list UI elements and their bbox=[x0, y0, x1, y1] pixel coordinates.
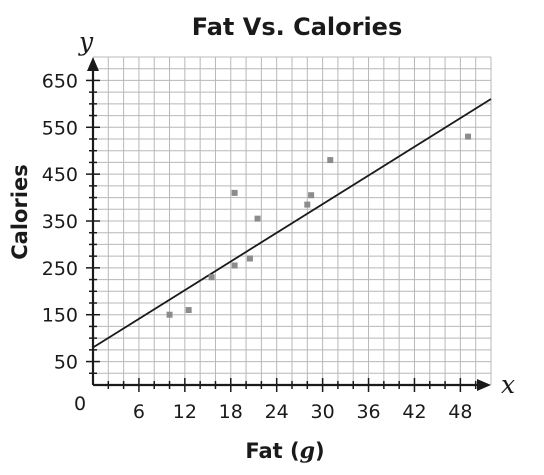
trend-line-group bbox=[92, 98, 492, 349]
data-point bbox=[308, 192, 315, 199]
x-tick-label: 6 bbox=[133, 401, 145, 423]
y-tick-label: 250 bbox=[42, 258, 78, 280]
grid bbox=[93, 56, 492, 385]
x-tick-label: 24 bbox=[265, 401, 289, 423]
x-axis-label: Fat (g) bbox=[245, 438, 324, 464]
data-point bbox=[208, 274, 215, 281]
x-tick-label: 30 bbox=[311, 401, 335, 423]
data-point bbox=[304, 201, 311, 208]
x-axis-letter: x bbox=[501, 370, 515, 399]
data-point bbox=[246, 255, 253, 262]
y-axis-letter: y bbox=[78, 27, 94, 56]
data-point bbox=[327, 157, 334, 164]
y-axis-arrow bbox=[87, 57, 99, 71]
trend-line bbox=[92, 98, 492, 349]
data-point bbox=[231, 189, 238, 196]
y-tick-labels: 50 150 250 350 450 550 650 bbox=[42, 70, 78, 373]
x-tick-label: 48 bbox=[448, 401, 472, 423]
y-tick-label: 150 bbox=[42, 305, 78, 327]
x-axis-unit: g bbox=[300, 438, 315, 464]
y-tick-label: 350 bbox=[42, 211, 78, 233]
x-tick-label: 42 bbox=[402, 401, 426, 423]
x-tick-label: 36 bbox=[356, 401, 380, 423]
x-axis-label-text: Fat bbox=[245, 439, 282, 463]
y-tick-label: 50 bbox=[54, 352, 78, 374]
data-point bbox=[465, 133, 472, 140]
axes bbox=[86, 57, 491, 392]
x-tick-labels: 6 12 18 24 30 36 42 48 bbox=[133, 401, 473, 423]
origin-label: 0 bbox=[74, 393, 86, 415]
y-tick-label: 450 bbox=[42, 164, 78, 186]
data-point bbox=[254, 215, 261, 222]
x-axis-arrow bbox=[477, 379, 491, 391]
x-tick-label: 12 bbox=[173, 401, 197, 423]
chart-title: Fat Vs. Calories bbox=[192, 13, 403, 41]
data-point bbox=[231, 262, 238, 269]
y-axis-label: Calories bbox=[8, 164, 32, 260]
y-tick-label: 650 bbox=[42, 70, 78, 92]
data-point bbox=[166, 311, 173, 318]
data-points bbox=[166, 133, 472, 318]
data-point bbox=[185, 307, 192, 314]
x-tick-label: 18 bbox=[219, 401, 243, 423]
y-tick-label: 550 bbox=[42, 117, 78, 139]
